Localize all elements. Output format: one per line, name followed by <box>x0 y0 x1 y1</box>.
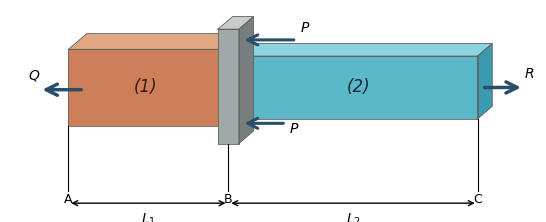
Text: A: A <box>64 193 73 206</box>
Text: (2): (2) <box>346 78 370 96</box>
Polygon shape <box>478 44 492 119</box>
Text: P: P <box>290 122 298 136</box>
Text: Q: Q <box>29 69 40 83</box>
Text: B: B <box>224 193 233 206</box>
Text: (1): (1) <box>134 78 158 96</box>
Text: R: R <box>524 67 534 81</box>
Polygon shape <box>234 44 492 56</box>
Polygon shape <box>239 17 253 143</box>
Text: C: C <box>473 193 482 206</box>
Text: P: P <box>300 21 308 35</box>
Text: $L_2$: $L_2$ <box>346 211 360 222</box>
Polygon shape <box>68 49 234 126</box>
Polygon shape <box>234 56 478 119</box>
Polygon shape <box>68 34 252 49</box>
Text: $L_1$: $L_1$ <box>141 211 156 222</box>
Polygon shape <box>234 34 252 126</box>
Polygon shape <box>218 29 239 143</box>
Polygon shape <box>218 17 253 29</box>
